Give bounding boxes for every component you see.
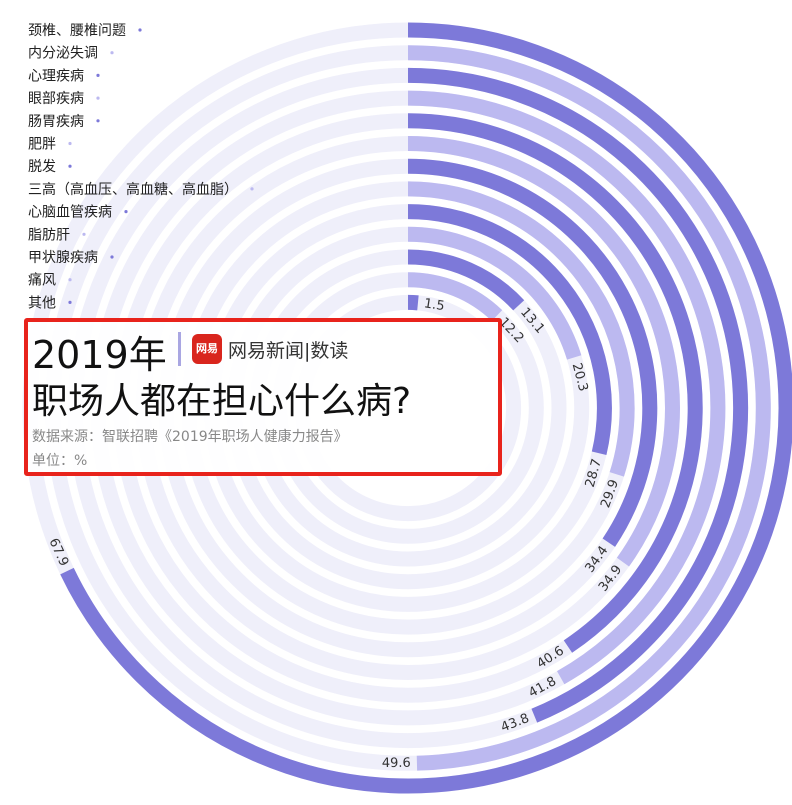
leader-dot [96, 119, 100, 123]
leader-dot [68, 300, 72, 304]
leader-dot [138, 28, 142, 32]
bar-6 [407, 158, 658, 547]
category-label: 眼部疾病 [28, 91, 84, 107]
leader-dot [110, 51, 114, 55]
leader-dot [96, 96, 100, 100]
title-box: 2019年 网易 网易新闻|数读 职场人都在担心什么病? 数据来源：智联招聘《2… [24, 318, 502, 476]
leader-dot [68, 141, 72, 146]
category-label: 肠胃疾病 [28, 114, 84, 130]
category-label: 肥胖 [28, 137, 56, 153]
bar-8 [407, 204, 612, 455]
value-label: 1.5 [423, 296, 446, 314]
leader-dot [110, 255, 114, 259]
category-label: 心脑血管疾病 [28, 205, 112, 221]
category-label: 脂肪肝 [28, 227, 70, 243]
bar-2 [407, 67, 749, 723]
value-label: 49.6 [382, 756, 411, 771]
title-year: 2019年 [32, 333, 167, 377]
category-label: 其他 [28, 295, 56, 311]
chart-title: 职场人都在担心什么病? [32, 381, 412, 422]
category-label: 颈椎、腰椎问题 [28, 23, 126, 39]
bar-7 [407, 181, 635, 477]
value-label: 28.7 [583, 457, 605, 489]
bar-0 [60, 22, 792, 794]
leader-dot [250, 187, 254, 191]
category-label: 内分泌失调 [28, 46, 98, 62]
title-separator [178, 332, 181, 366]
brand-name: 网易新闻|数读 [228, 340, 349, 362]
bar-10 [407, 249, 525, 311]
value-label: 67.9 [46, 536, 72, 569]
category-label: 心理疾病 [28, 68, 84, 84]
bar-3 [407, 90, 726, 685]
bar-9 [407, 226, 582, 360]
bar-1 [407, 45, 771, 771]
leader-dot [124, 210, 128, 214]
category-label: 甲状腺疾病 [28, 250, 98, 266]
data-source: 数据来源：智联招聘《2019年职场人健康力报告》 [32, 429, 348, 445]
value-label: 20.3 [569, 361, 591, 393]
bar-5 [407, 136, 680, 567]
unit-label: 单位：% [32, 453, 88, 469]
category-label: 三高（高血压、高血糖、高血脂） [28, 181, 238, 198]
netease-logo: 网易 [192, 334, 222, 364]
leader-dot [82, 232, 86, 236]
value-label: 29.9 [598, 478, 622, 510]
category-label: 痛风 [28, 272, 56, 289]
leader-dot [68, 278, 72, 282]
bar-11 [407, 272, 503, 322]
leader-dot [96, 73, 100, 77]
category-label: 脱发 [28, 159, 56, 175]
bar-4 [407, 113, 703, 653]
value-label: 43.8 [499, 711, 531, 735]
leader-dot [68, 164, 72, 168]
